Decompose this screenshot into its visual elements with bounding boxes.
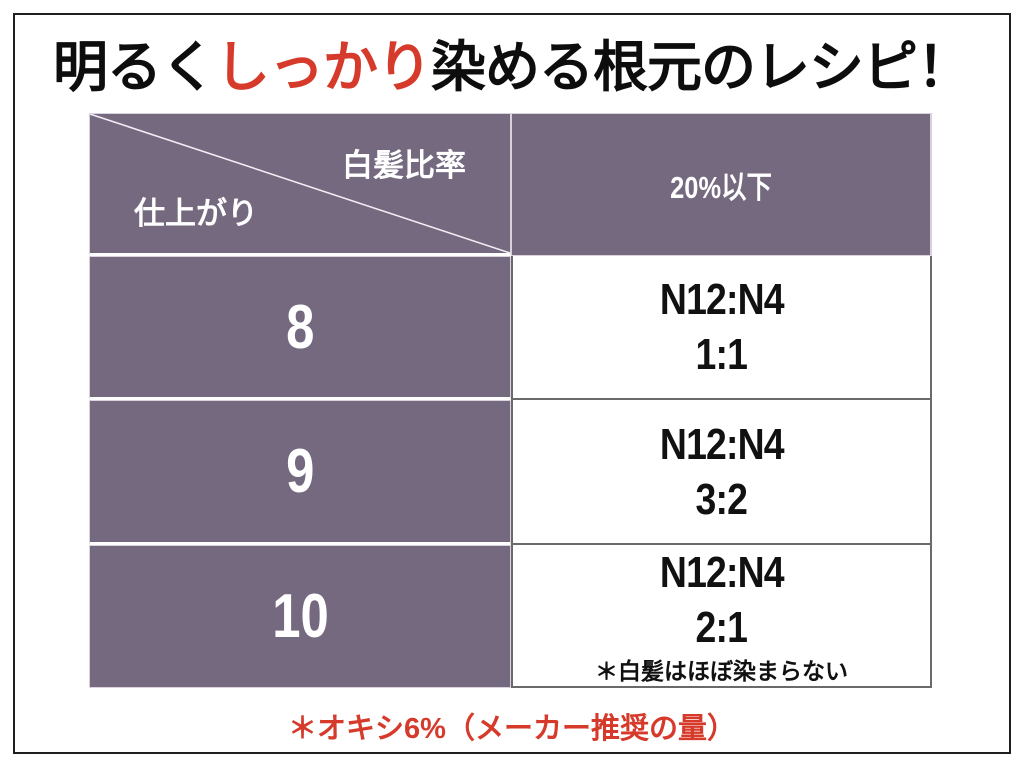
- recipe-formula: N12:N4: [659, 275, 785, 324]
- diagonal-divider-line: [90, 114, 510, 253]
- page-title: 明るくしっかり染める根元のレシピ！: [0, 22, 1024, 102]
- level-value: 9: [285, 437, 315, 506]
- recipe-formula: N12:N4: [659, 548, 785, 598]
- title-part2: 染める根元のレシピ！: [431, 36, 972, 98]
- recipe-cell-row3: N12:N4 2:1 ＊白髪はほぼ染まらない: [511, 545, 932, 688]
- level-cell-row2: 9: [89, 400, 511, 545]
- corner-label-finish: 仕上がり: [134, 196, 258, 231]
- column-header-label: 20%以下: [670, 170, 772, 205]
- corner-label-gray-hair-ratio: 白髪比率: [342, 148, 466, 183]
- level-value: 10: [271, 582, 329, 651]
- footnote: ＊オキシ6%（メーカー推奨の量）: [288, 713, 736, 745]
- recipe-table: 白髪比率 仕上がり 20%以下 8 N12:N4 1:1 9 N12:N4 3:…: [89, 113, 932, 688]
- level-cell-row1: 8: [89, 256, 511, 400]
- recipe-cell-row2: N12:N4 3:2: [511, 400, 932, 545]
- recipe-note: ＊白髪はほぼ染まらない: [595, 658, 848, 685]
- recipe-ratio: 1:1: [695, 330, 748, 379]
- recipe-ratio: 3:2: [695, 474, 748, 524]
- level-value: 8: [285, 292, 315, 362]
- recipe-ratio: 2:1: [695, 603, 748, 653]
- recipe-cell-row1: N12:N4 1:1: [511, 256, 932, 400]
- title-part1: 明るく: [52, 36, 216, 98]
- column-header-cell: 20%以下: [511, 113, 932, 256]
- recipe-formula: N12:N4: [659, 419, 785, 469]
- level-cell-row3: 10: [89, 545, 511, 688]
- table-corner-cell: 白髪比率 仕上がり: [89, 113, 511, 256]
- title-highlight: しっかり: [214, 36, 432, 98]
